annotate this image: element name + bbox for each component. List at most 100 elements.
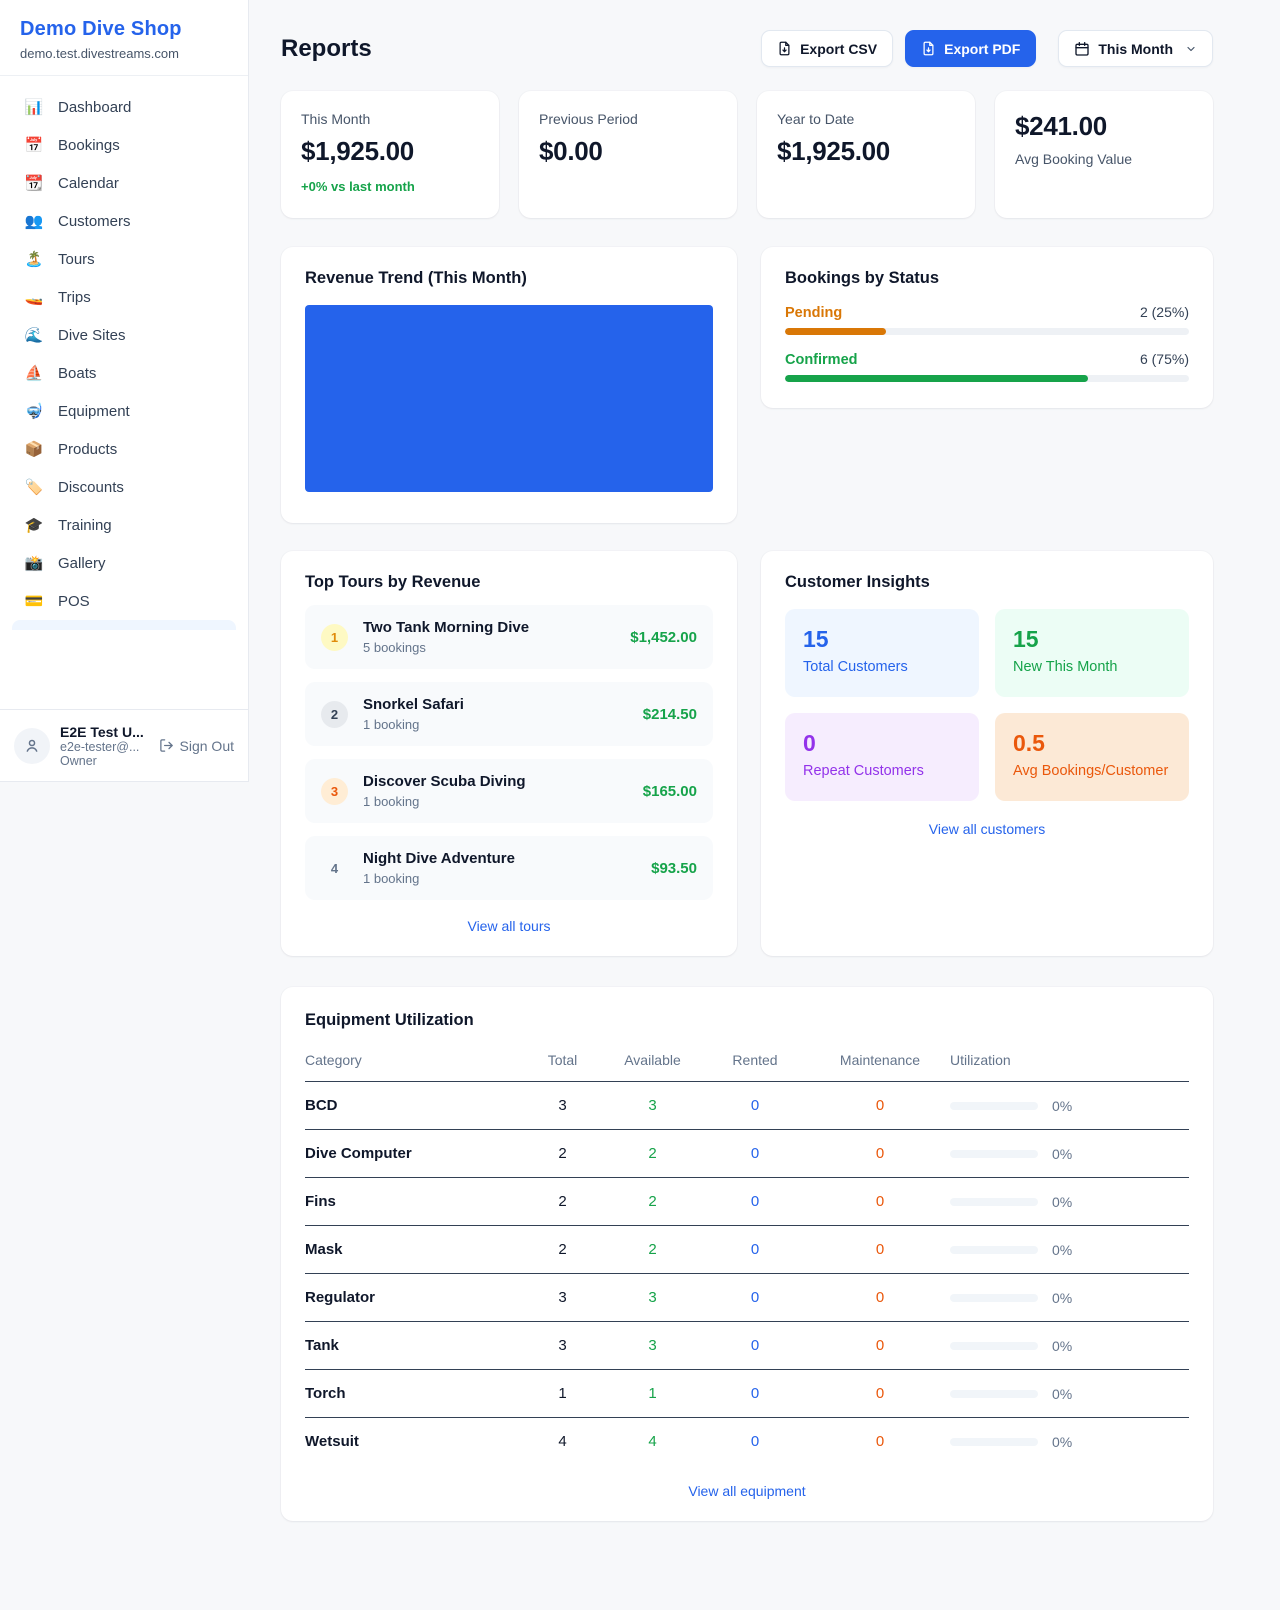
- status-count-confirmed: 6 (75%): [1139, 351, 1189, 367]
- equipment-table-row: Tank 3 3 0 0 0%: [305, 1322, 1189, 1370]
- column-header-category: Category: [305, 1052, 362, 1068]
- tour-name: Snorkel Safari: [363, 696, 464, 713]
- sidebar-item-dashboard[interactable]: 📊 Dashboard: [10, 88, 238, 126]
- category-cell: Fins: [305, 1193, 336, 1210]
- sidebar: Demo Dive Shop demo.test.divestreams.com…: [0, 0, 249, 782]
- sidebar-item-label: POS: [58, 592, 90, 610]
- sidebar-item-label: Discounts: [58, 478, 124, 496]
- sidebar-item-tours[interactable]: 🏝️ Tours: [10, 240, 238, 278]
- tour-list-item[interactable]: 3 Discover Scuba Diving 1 booking $165.0…: [305, 759, 713, 823]
- sidebar-item-label: Tours: [58, 250, 95, 268]
- rented-cell: 0: [750, 1193, 760, 1210]
- sidebar-item-customers[interactable]: 👥 Customers: [10, 202, 238, 240]
- utilization-cell: 0%: [950, 1386, 1189, 1402]
- total-cell: 4: [558, 1433, 567, 1450]
- available-cell: 3: [648, 1337, 657, 1354]
- sidebar-item-dive-sites[interactable]: 🌊 Dive Sites: [10, 316, 238, 354]
- utilization-bar: [950, 1245, 1038, 1254]
- insight-label: Avg Bookings/Customer: [1013, 763, 1169, 779]
- maintenance-cell: 0: [875, 1145, 885, 1162]
- file-download-icon: [779, 41, 790, 56]
- equipment-table-row: Regulator 3 3 0 0 0%: [305, 1274, 1189, 1322]
- customer-insights-title: Customer Insights: [785, 573, 930, 591]
- sidebar-item-equipment[interactable]: 🤿 Equipment: [10, 392, 238, 430]
- bookings-by-status-card: Bookings by Status Pending 2 (25%) Confi…: [761, 247, 1213, 408]
- maintenance-cell: 0: [875, 1289, 885, 1306]
- view-all-customers-link[interactable]: View all customers: [928, 821, 1046, 837]
- utilization-cell: 0%: [950, 1290, 1189, 1306]
- revenue-trend-card: Revenue Trend (This Month): [281, 247, 737, 523]
- rank-badge: 2: [321, 700, 348, 728]
- utilization-bar: [950, 1197, 1038, 1206]
- insight-value: 15: [803, 626, 829, 652]
- sign-out-button[interactable]: Sign Out: [159, 738, 234, 754]
- tours-island-icon: 🏝️: [24, 251, 44, 268]
- sidebar-item-label: Dive Sites: [58, 326, 126, 344]
- sidebar-item-discounts[interactable]: 🏷️ Discounts: [10, 468, 238, 506]
- status-row-pending: Pending 2 (25%): [785, 304, 1189, 335]
- stat-label: Avg Booking Value: [1015, 151, 1133, 167]
- equipment-table-body: BCD 3 3 0 0 0% Dive Computer 2 2 0 0 0% Fins 2 2 0 0 0% Ma…: [305, 1082, 1189, 1465]
- export-pdf-button[interactable]: Export PDF: [905, 30, 1037, 67]
- tour-revenue: $165.00: [642, 782, 697, 800]
- avatar: [14, 727, 50, 764]
- insight-tile-repeat-customers: 0 Repeat Customers: [785, 713, 979, 801]
- brand: Demo Dive Shop demo.test.divestreams.com: [0, 0, 248, 76]
- view-all-tours-link[interactable]: View all tours: [467, 918, 551, 934]
- trips-boat-icon: 🚤: [24, 289, 44, 306]
- sidebar-active-item-partial[interactable]: [12, 620, 236, 630]
- sign-out-label: Sign Out: [179, 737, 234, 754]
- utilization-percent: 0%: [1052, 1385, 1073, 1402]
- sidebar-item-label: Calendar: [58, 174, 119, 192]
- customers-icon: 👥: [24, 213, 44, 230]
- equipment-table-row: Fins 2 2 0 0 0%: [305, 1178, 1189, 1226]
- sidebar-item-boats[interactable]: ⛵ Boats: [10, 354, 238, 392]
- tour-list-item[interactable]: 2 Snorkel Safari 1 booking $214.50: [305, 682, 713, 746]
- available-cell: 4: [648, 1433, 657, 1450]
- top-tours-title: Top Tours by Revenue: [305, 573, 481, 591]
- shop-domain: demo.test.divestreams.com: [20, 46, 179, 61]
- insight-label: Total Customers: [803, 659, 908, 675]
- sidebar-item-label: Gallery: [58, 554, 106, 572]
- column-header-maintenance: Maintenance: [839, 1052, 921, 1068]
- category-cell: Dive Computer: [305, 1145, 412, 1162]
- utilization-cell: 0%: [950, 1434, 1189, 1450]
- sailboat-icon: ⛵: [24, 365, 44, 382]
- sidebar-item-pos[interactable]: 💳 POS: [10, 582, 238, 620]
- period-dropdown[interactable]: This Month: [1058, 30, 1213, 67]
- maintenance-cell: 0: [875, 1193, 885, 1210]
- sidebar-item-products[interactable]: 📦 Products: [10, 430, 238, 468]
- view-all-equipment-link[interactable]: View all equipment: [688, 1483, 806, 1499]
- tour-list-item[interactable]: 1 Two Tank Morning Dive 5 bookings $1,45…: [305, 605, 713, 669]
- stat-value: $241.00: [1015, 111, 1107, 141]
- sidebar-item-bookings[interactable]: 📅 Bookings: [10, 126, 238, 164]
- camera-icon: 📸: [24, 555, 44, 572]
- utilization-percent: 0%: [1052, 1145, 1073, 1162]
- utilization-cell: 0%: [950, 1194, 1189, 1210]
- insights-row: Top Tours by Revenue 1 Two Tank Morning …: [281, 551, 1213, 956]
- stat-value: $1,925.00: [301, 136, 414, 166]
- user-name: E2E Test U...: [60, 723, 144, 740]
- rented-cell: 0: [750, 1097, 760, 1114]
- tour-list-item[interactable]: 4 Night Dive Adventure 1 booking $93.50: [305, 836, 713, 900]
- stat-card-previous-period: Previous Period $0.00: [519, 91, 737, 218]
- revenue-trend-chart: [305, 305, 713, 492]
- rented-cell: 0: [750, 1385, 760, 1402]
- sidebar-item-label: Bookings: [58, 136, 120, 154]
- person-icon: [26, 739, 38, 752]
- page-header: Reports Export CSV Export PDF This Month: [281, 30, 1213, 67]
- equipment-table-row: BCD 3 3 0 0 0%: [305, 1082, 1189, 1130]
- sidebar-user-footer: E2E Test U... e2e-tester@... Owner Sign …: [0, 709, 248, 781]
- sidebar-item-gallery[interactable]: 📸 Gallery: [10, 544, 238, 582]
- export-csv-button[interactable]: Export CSV: [761, 30, 894, 67]
- total-cell: 3: [558, 1337, 567, 1354]
- sidebar-item-training[interactable]: 🎓 Training: [10, 506, 238, 544]
- sidebar-nav: 📊 Dashboard 📅 Bookings 📆 Calendar 👥 Cust…: [0, 76, 248, 630]
- export-pdf-label: Export PDF: [944, 40, 1021, 57]
- sidebar-item-calendar[interactable]: 📆 Calendar: [10, 164, 238, 202]
- total-cell: 2: [558, 1145, 567, 1162]
- maintenance-cell: 0: [875, 1433, 885, 1450]
- sidebar-item-trips[interactable]: 🚤 Trips: [10, 278, 238, 316]
- column-header-rented: Rented: [732, 1052, 778, 1068]
- package-icon: 📦: [24, 441, 44, 458]
